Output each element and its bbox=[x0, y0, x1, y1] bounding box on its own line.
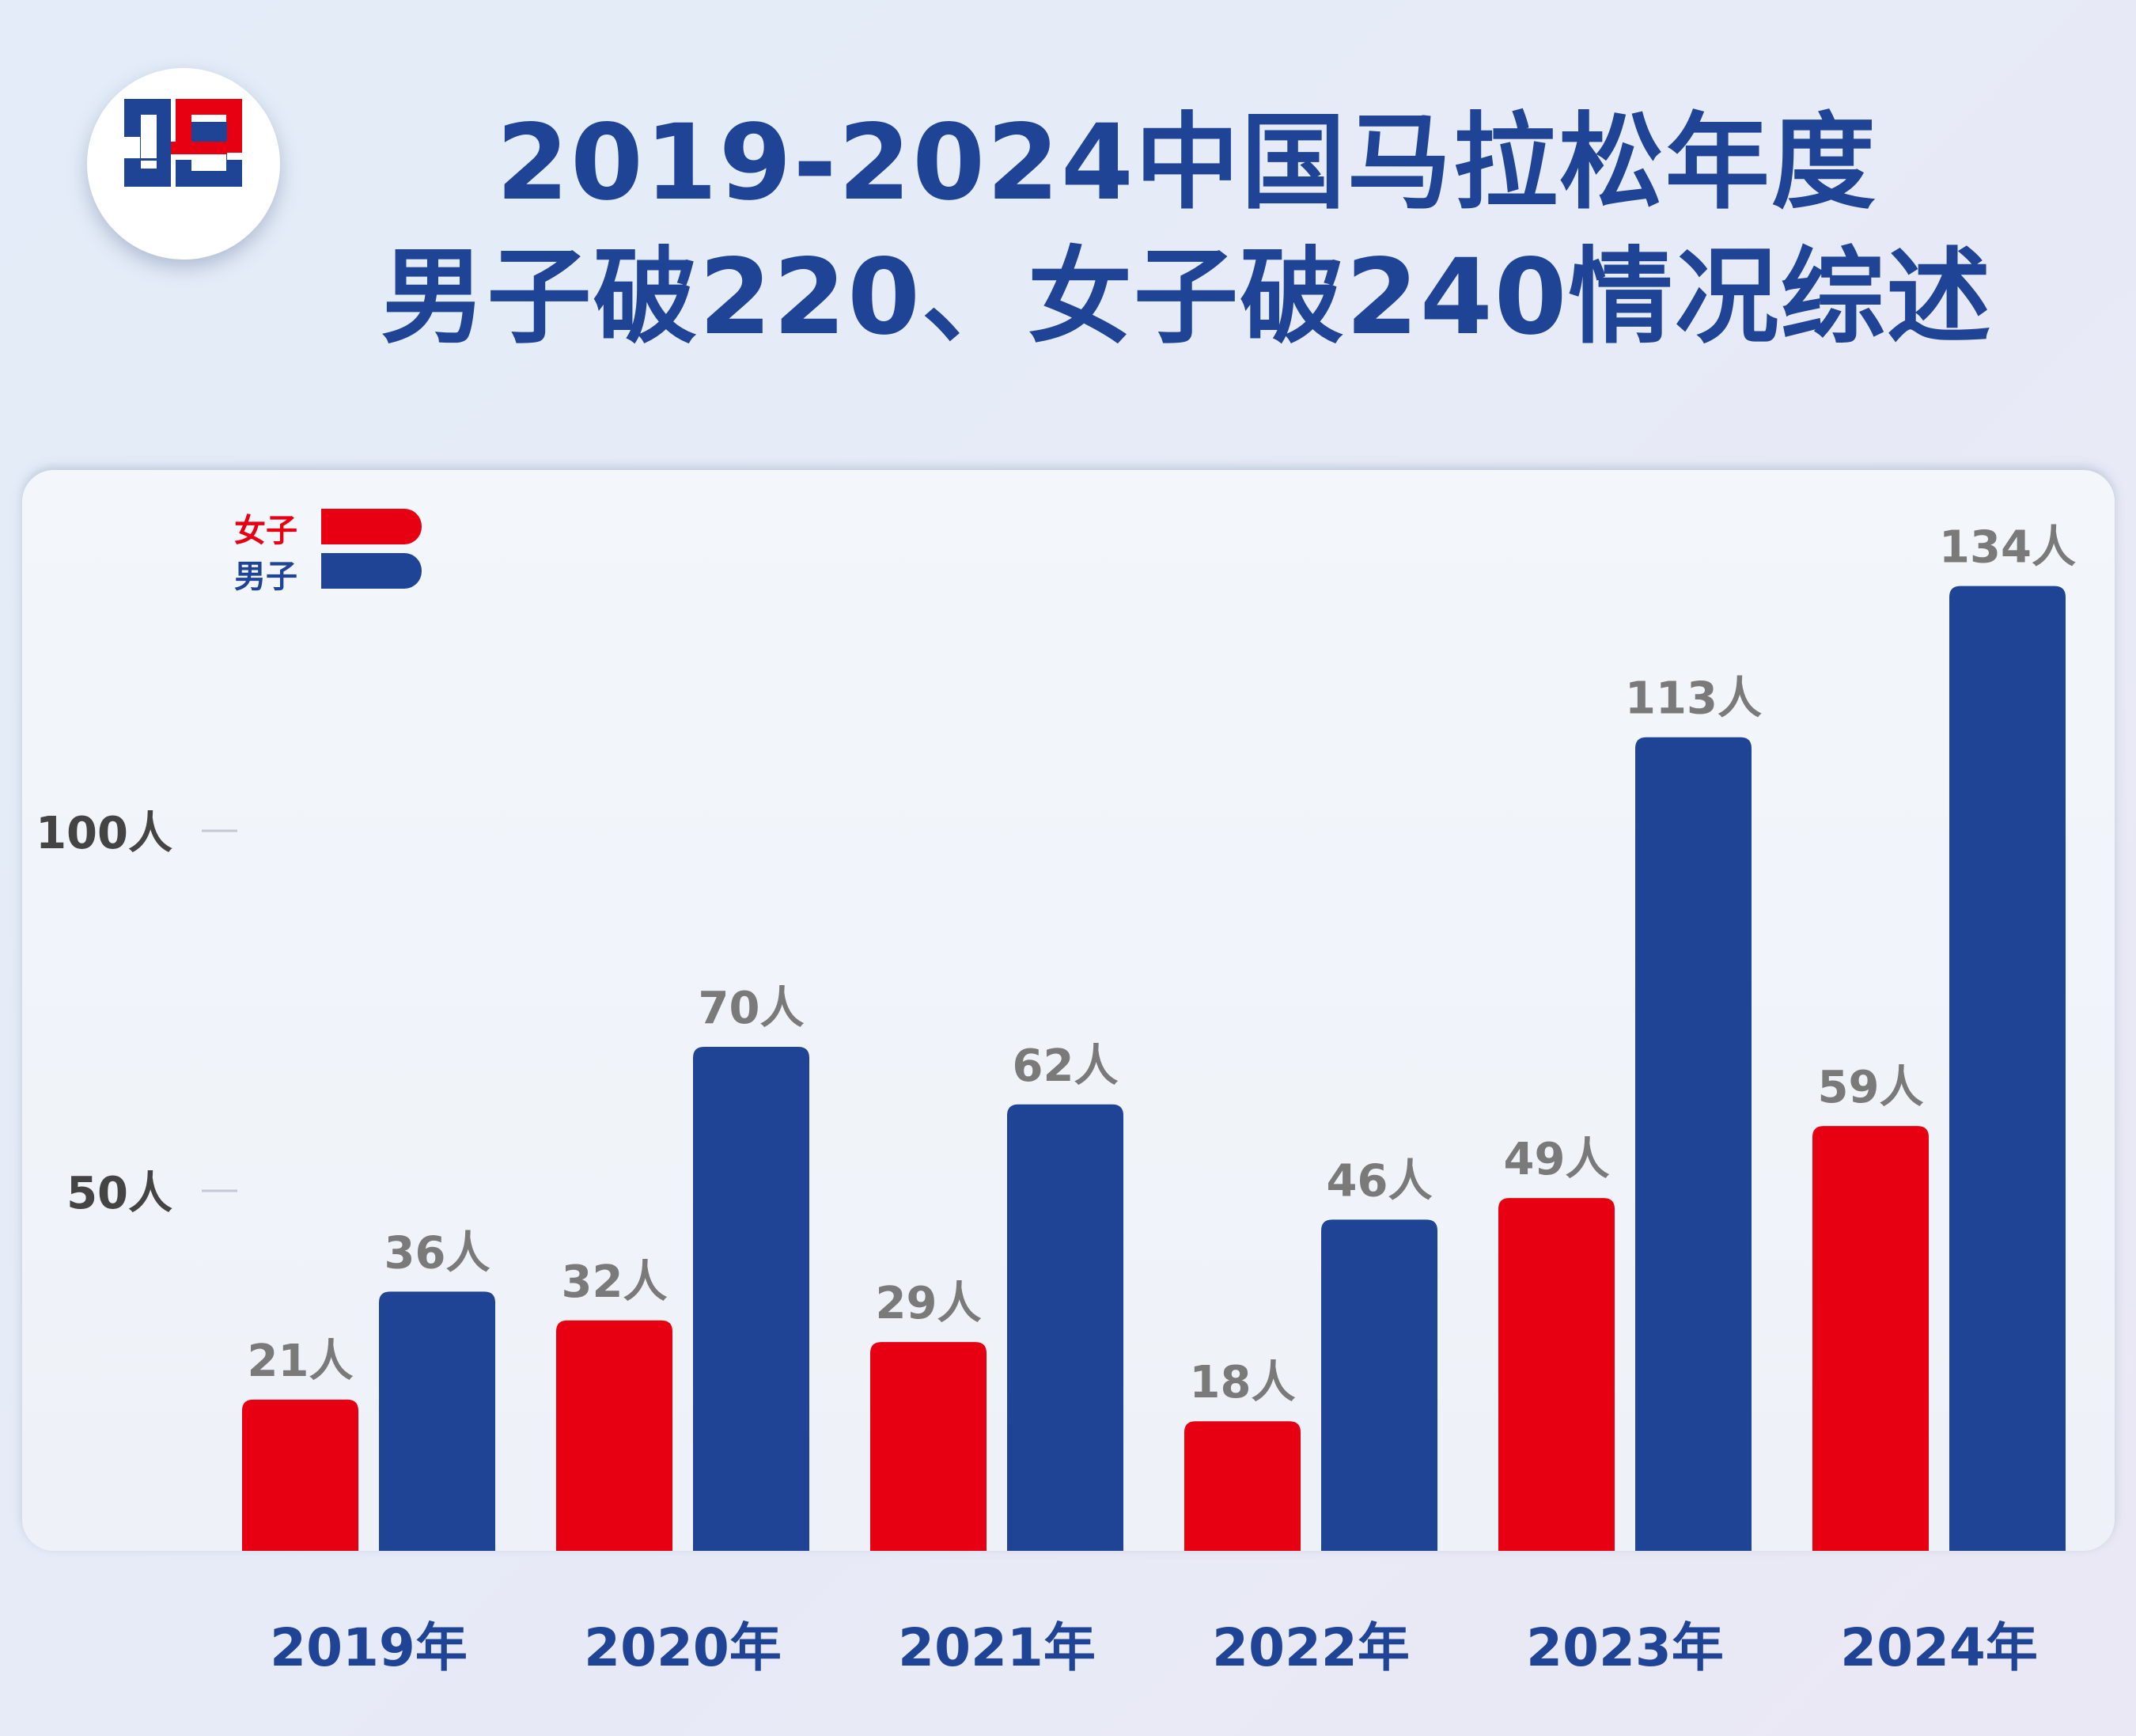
logo bbox=[87, 68, 280, 260]
x-tick-label: 2024年 bbox=[1840, 1617, 2038, 1678]
legend-label-women: 女子 bbox=[234, 513, 297, 549]
data-label: 113人 bbox=[1625, 673, 1762, 725]
bar-men bbox=[1007, 1104, 1123, 1551]
legend-swatch-women bbox=[321, 509, 422, 544]
bar-men bbox=[379, 1291, 495, 1551]
bar-women bbox=[242, 1399, 358, 1551]
data-label: 36人 bbox=[384, 1227, 490, 1279]
bar-men bbox=[693, 1047, 809, 1551]
y-tick-label: 100人 bbox=[36, 808, 172, 859]
data-label: 21人 bbox=[248, 1336, 354, 1387]
bar-women bbox=[556, 1320, 672, 1551]
x-tick-label: 2023年 bbox=[1526, 1617, 1724, 1678]
data-label: 59人 bbox=[1818, 1062, 1924, 1113]
bar-women bbox=[870, 1342, 987, 1551]
data-label: 29人 bbox=[876, 1278, 982, 1329]
title-line-2: 男子破220、女子破240情况综述 bbox=[381, 237, 1993, 358]
x-tick-label: 2022年 bbox=[1212, 1617, 1410, 1678]
x-tick-label: 2021年 bbox=[898, 1617, 1096, 1678]
title-line-1: 2019-2024中国马拉松年度 bbox=[496, 102, 1877, 224]
bar-men bbox=[1949, 586, 2066, 1551]
logo-mark-icon bbox=[124, 99, 242, 187]
data-label: 62人 bbox=[1013, 1040, 1119, 1092]
bar-women bbox=[1498, 1198, 1615, 1551]
data-label: 134人 bbox=[1939, 522, 2076, 574]
x-tick-label: 2019年 bbox=[270, 1617, 468, 1678]
bar-men bbox=[1321, 1219, 1437, 1551]
data-label: 70人 bbox=[699, 983, 805, 1034]
legend-swatch-men bbox=[321, 553, 422, 589]
data-label: 46人 bbox=[1327, 1155, 1433, 1207]
data-label: 18人 bbox=[1190, 1357, 1296, 1408]
legend-label-men: 男子 bbox=[234, 559, 297, 595]
bar-women bbox=[1184, 1421, 1301, 1551]
x-tick-label: 2020年 bbox=[584, 1617, 782, 1678]
data-label: 32人 bbox=[562, 1257, 668, 1308]
y-tick-label: 50人 bbox=[66, 1168, 172, 1219]
data-label: 49人 bbox=[1504, 1134, 1610, 1185]
bar-women bbox=[1812, 1126, 1929, 1551]
bar-men bbox=[1635, 737, 1752, 1552]
